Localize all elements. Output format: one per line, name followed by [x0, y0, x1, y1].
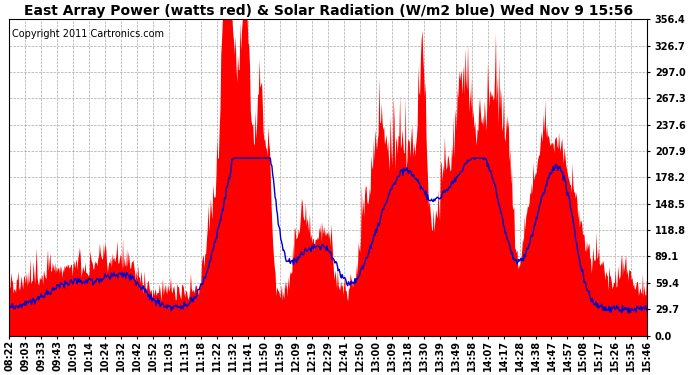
- Title: East Array Power (watts red) & Solar Radiation (W/m2 blue) Wed Nov 9 15:56: East Array Power (watts red) & Solar Rad…: [23, 4, 633, 18]
- Text: Copyright 2011 Cartronics.com: Copyright 2011 Cartronics.com: [12, 29, 164, 39]
